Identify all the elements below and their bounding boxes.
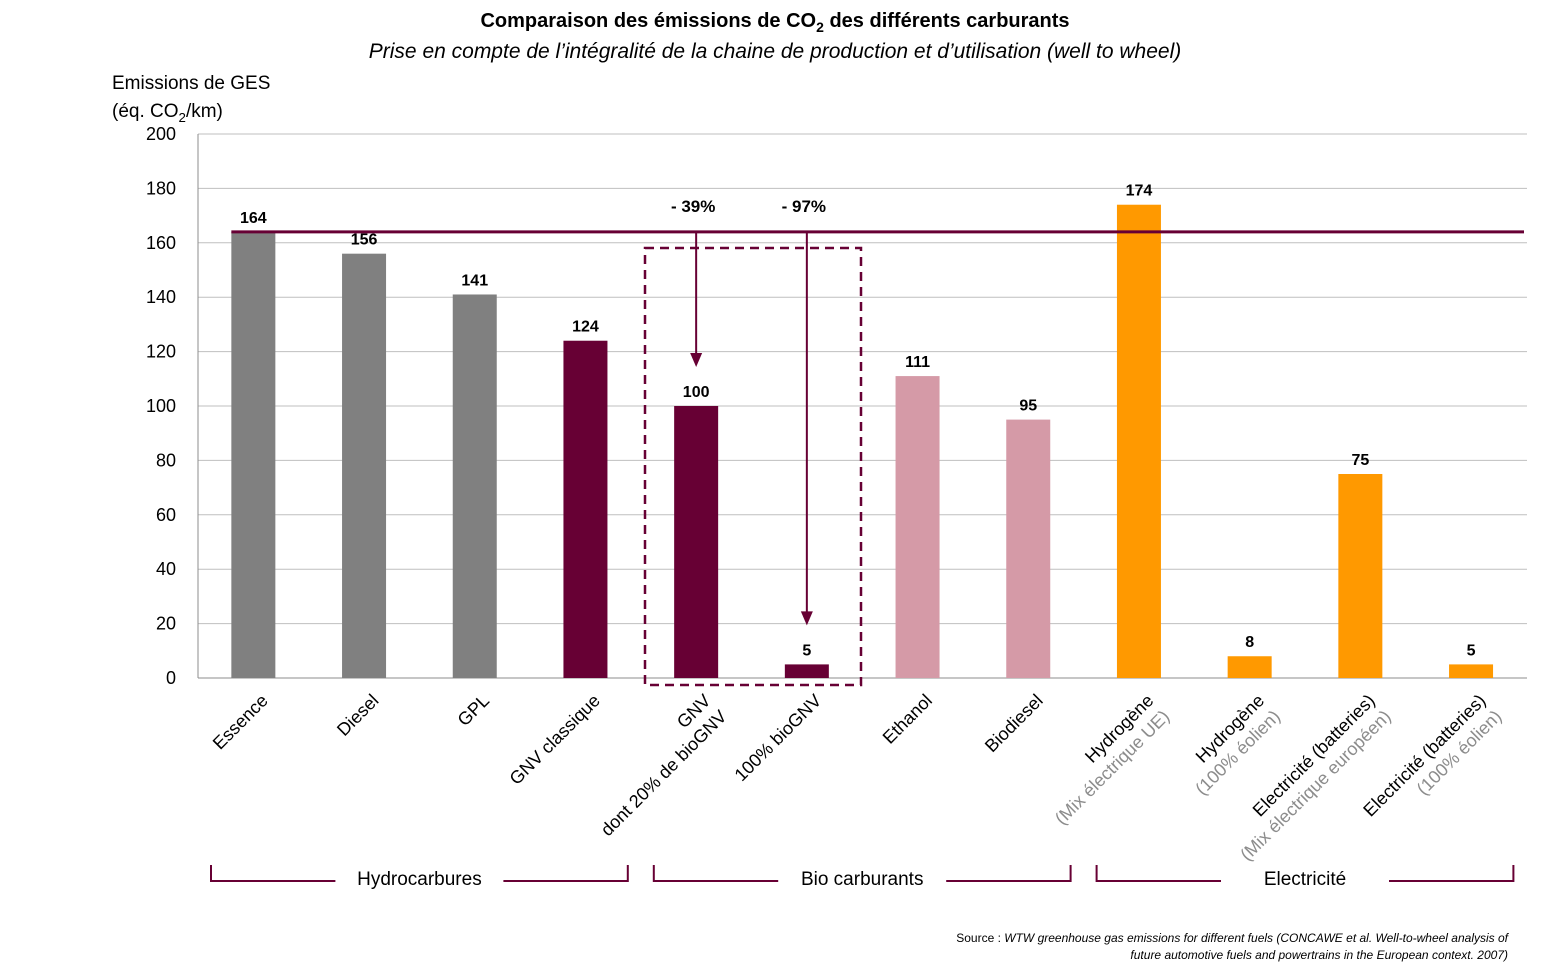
y-tick-label: 40 — [156, 559, 176, 579]
group-label: Electricité — [1264, 869, 1346, 890]
data-label: 75 — [1351, 452, 1369, 469]
annotation-arrowhead — [800, 611, 813, 626]
y-tick-label: 200 — [146, 124, 176, 144]
bar — [342, 253, 387, 678]
data-label: 174 — [1126, 183, 1153, 200]
group-bracket — [1095, 865, 1221, 882]
group-bracket — [1389, 865, 1515, 882]
bar — [563, 340, 608, 678]
data-label: 156 — [351, 232, 378, 249]
data-label: 95 — [1019, 398, 1037, 415]
y-tick-label: 20 — [156, 614, 176, 634]
group-bracket — [946, 865, 1072, 882]
chart-subtitle: Prise en compte de l’intégralité de la c… — [368, 40, 1182, 63]
highlight-box — [643, 246, 863, 687]
data-label: 164 — [240, 210, 267, 227]
y-tick-label: 100 — [146, 396, 176, 416]
bar — [1449, 664, 1494, 678]
x-tick-label: Hydrogène(100% éolien) — [1175, 690, 1284, 799]
group-bracket — [210, 865, 336, 882]
x-tick-label: 100% bioGNV — [731, 690, 826, 785]
bar — [1338, 474, 1383, 678]
source-note: Source : WTW greenhouse gas emissions fo… — [956, 931, 1508, 962]
y-tick-label: 80 — [156, 450, 176, 470]
data-label: 141 — [461, 272, 488, 289]
group-bracket — [652, 865, 779, 882]
chart-title: Comparaison des émissions de CO2 des dif… — [480, 10, 1070, 35]
bar — [1116, 204, 1161, 678]
bar — [674, 406, 719, 678]
data-label: 5 — [802, 642, 811, 659]
annotation-arrowhead — [690, 353, 703, 367]
y-axis-label: Emissions de GES (éq. CO2/km) — [112, 73, 271, 125]
bar — [231, 231, 276, 679]
x-tick-label: GNV classique — [506, 690, 604, 788]
x-tick-label: Ethanol — [879, 690, 936, 747]
group-label: Bio carburants — [801, 869, 924, 890]
x-tick-label: Hydrogène(Mix électrique UE) — [1035, 690, 1173, 828]
bar — [1006, 419, 1051, 678]
y-tick-label: 120 — [146, 342, 176, 362]
y-tick-label: 140 — [146, 287, 176, 307]
group-bracket — [503, 865, 629, 882]
data-label: 111 — [905, 354, 930, 371]
y-tick-label: 180 — [146, 178, 176, 198]
data-label: 8 — [1245, 634, 1254, 651]
x-tick-label: Biodiesel — [981, 690, 1047, 756]
bar — [784, 664, 829, 678]
y-tick-label: 60 — [156, 505, 176, 525]
data-label: 124 — [572, 319, 599, 336]
data-label: 100 — [683, 384, 710, 401]
data-label: 5 — [1467, 642, 1476, 659]
annotation-label: - 97% — [782, 197, 826, 216]
bar — [452, 294, 497, 678]
x-tick-label: GNVdont 20% de bioGNV — [581, 690, 731, 840]
bar — [895, 376, 940, 678]
x-tick-label: GPL — [454, 690, 494, 730]
x-tick-label: Diesel — [333, 690, 383, 740]
group-label: Hydrocarbures — [357, 869, 482, 890]
annotation-label: - 39% — [671, 197, 715, 216]
y-tick-label: 0 — [166, 668, 176, 688]
bar — [1227, 656, 1272, 678]
y-tick-label: 160 — [146, 233, 176, 253]
x-tick-label: Essence — [209, 690, 272, 753]
